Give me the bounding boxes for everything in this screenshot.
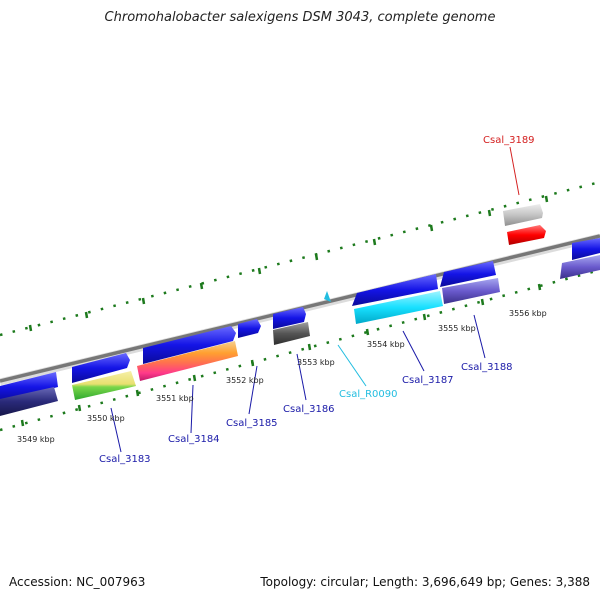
gene-arrow-csal-3185[interactable]	[238, 319, 261, 338]
gene-arrow-csal-3188[interactable]	[440, 261, 496, 287]
gene-arrow-csal-3186[interactable]	[273, 307, 306, 329]
tick-label: 3552 kbp	[226, 376, 264, 385]
tick-label: 3553 kbp	[297, 358, 335, 367]
accession-text: Accession: NC_007963	[9, 575, 146, 589]
gene-arrow-csal-3184[interactable]	[72, 353, 130, 383]
tick-label: 3549 kbp	[17, 435, 55, 444]
domain-bar-csal-3184-a[interactable]	[72, 371, 136, 400]
tick-label: 3556 kbp	[509, 309, 547, 318]
inner-major-ticks	[20, 283, 542, 427]
gene-label-csal-3188[interactable]: Csal_3188	[461, 362, 513, 373]
tick-label: 3555 kbp	[438, 324, 476, 333]
tick-label: 3551 kbp	[156, 394, 194, 403]
forward-strand-genes	[0, 238, 600, 402]
gene-arrow-csal-3187[interactable]	[352, 274, 438, 306]
gene-arrow-csal-3183-prot[interactable]	[0, 372, 58, 402]
domain-bar-csal-3184-b[interactable]	[137, 341, 238, 381]
gene-label-csal-3185[interactable]: Csal_3185	[226, 418, 278, 429]
gene-label-csal-3189[interactable]: Csal_3189	[483, 135, 535, 146]
gene-label-csal-3184[interactable]: Csal_3184	[168, 434, 220, 445]
domain-bar-csal-3183[interactable]	[0, 387, 58, 416]
gene-arrow-csal-3184b[interactable]	[143, 326, 236, 364]
gene-arrow-csal-3189-gray[interactable]	[503, 204, 543, 226]
domain-bar-csal-3188[interactable]	[442, 278, 500, 304]
rna-marker-icon	[324, 291, 331, 302]
gene-label-csal-r0090[interactable]: Csal_R0090	[339, 389, 398, 400]
outer-major-ticks	[28, 195, 549, 332]
gene-label-csal-3186[interactable]: Csal_3186	[283, 404, 335, 415]
tick-label: 3554 kbp	[367, 340, 405, 349]
gene-label-csal-3187[interactable]: Csal_3187	[402, 375, 454, 386]
rna-feature-csal-r0090[interactable]	[354, 291, 443, 324]
label-leader-lines	[110, 146, 520, 453]
domain-bar-next[interactable]	[560, 255, 600, 279]
map-title: Chromohalobacter salexigens DSM 3043, co…	[104, 10, 496, 25]
domain-bar-csal-3186[interactable]	[273, 322, 310, 345]
genome-summary-text: Topology: circular; Length: 3,696,649 bp…	[260, 575, 590, 589]
gene-arrow-next[interactable]	[572, 238, 600, 260]
gene-label-csal-3183[interactable]: Csal_3183	[99, 454, 151, 465]
gene-labels: Csal_3183 Csal_3184 Csal_3185 Csal_3186 …	[99, 135, 535, 465]
gene-arrow-csal-3189[interactable]	[507, 225, 546, 245]
tick-labels: 3549 kbp 3550 kbp 3551 kbp 3552 kbp 3553…	[17, 309, 547, 444]
tick-label: 3550 kbp	[87, 414, 125, 423]
